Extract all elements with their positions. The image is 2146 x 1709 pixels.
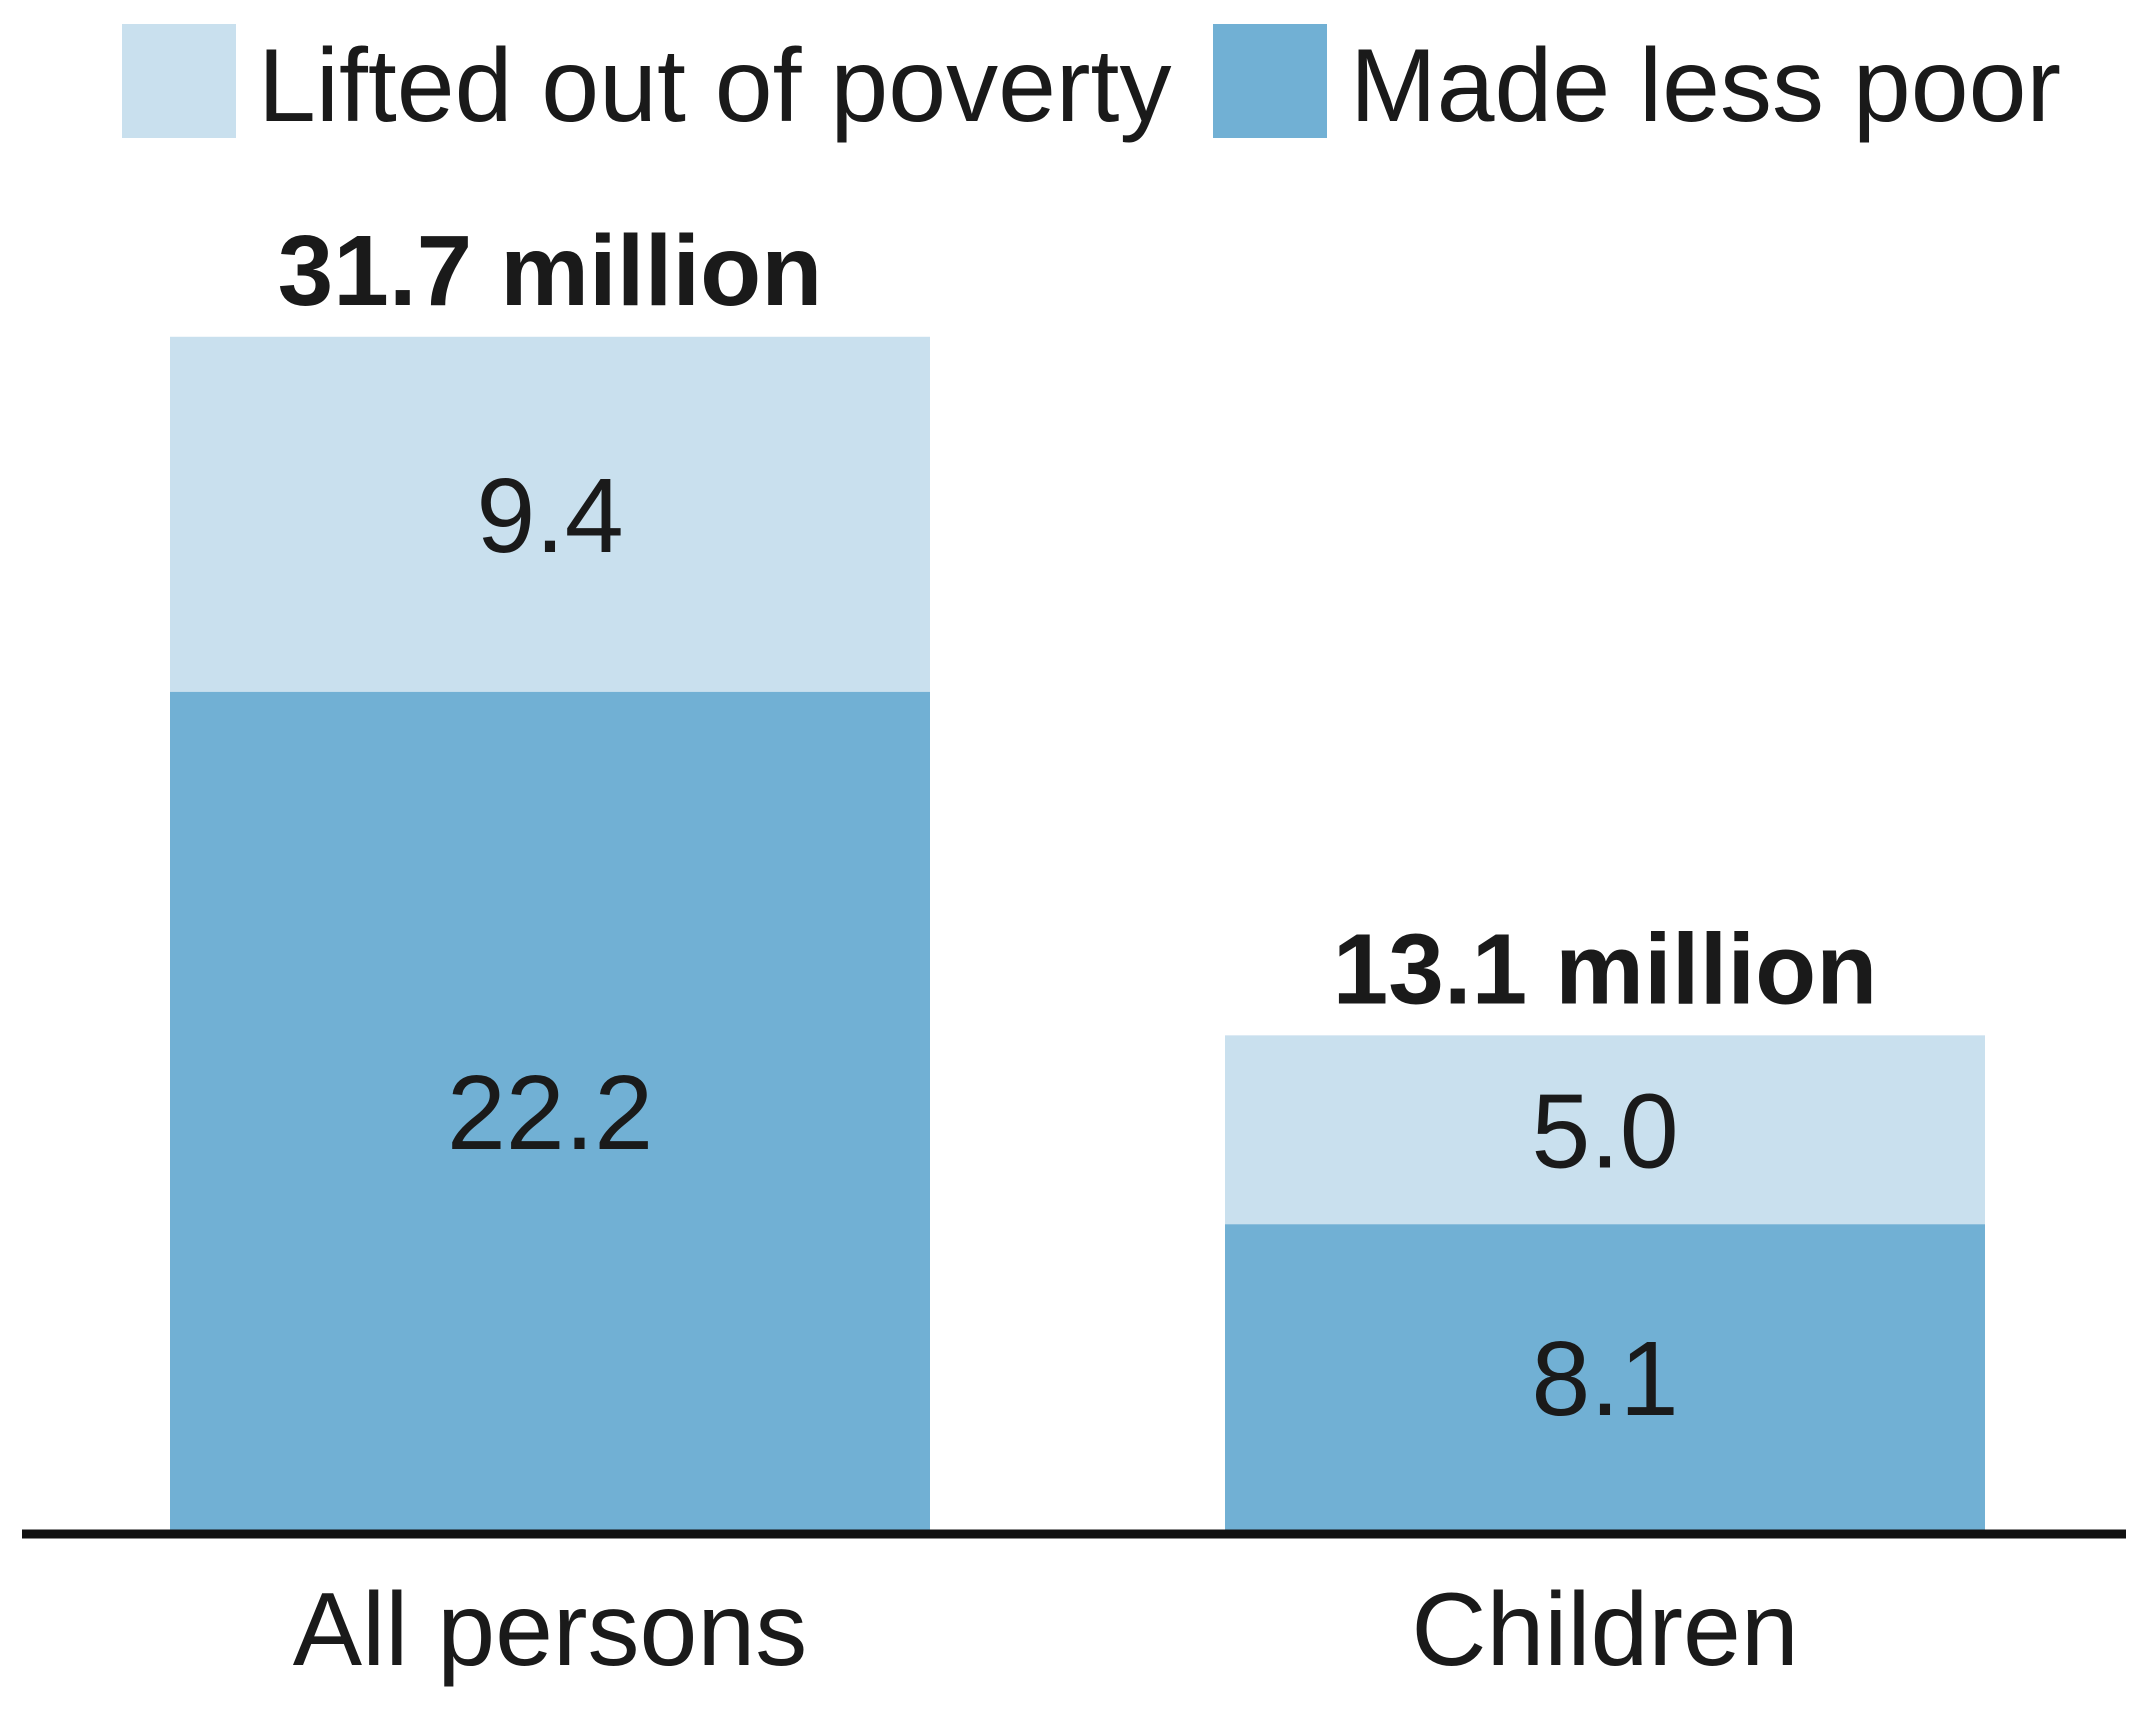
bar-children-lifted-out-of-poverty — [1225, 1035, 1985, 1225]
legend-swatch-lifted-out-of-poverty — [122, 24, 236, 138]
legend-swatch-made-less-poor — [1213, 24, 1327, 138]
category-label-all-persons: All persons — [293, 1572, 807, 1688]
segment-label-children-made-less-poor: 8.1 — [1531, 1320, 1678, 1438]
segment-label-children-lifted-out-of-poverty: 5.0 — [1531, 1073, 1678, 1191]
total-label-children: 13.1 million — [1333, 913, 1878, 1025]
category-label-children: Children — [1411, 1572, 1798, 1688]
legend-label-made-less-poor: Made less poor — [1350, 28, 2061, 144]
bar-all-persons-made-less-poor — [170, 691, 930, 1530]
segment-label-all-persons-lifted-out-of-poverty: 9.4 — [476, 457, 623, 575]
labels: 22.2 9.4 31.7 million All persons 8.1 5.0 13.1… — [278, 215, 1878, 1688]
bar-all-persons-lifted-out-of-poverty — [170, 336, 930, 692]
bar-children-made-less-poor — [1225, 1224, 1985, 1530]
segment-label-all-persons-made-less-poor: 22.2 — [447, 1054, 653, 1172]
legend-label-lifted-out-of-poverty: Lifted out of poverty — [258, 28, 1171, 144]
total-label-all-persons: 31.7 million — [278, 215, 823, 327]
bars — [170, 336, 1985, 1530]
legend: Lifted out of poverty Made less poor — [122, 24, 2061, 144]
